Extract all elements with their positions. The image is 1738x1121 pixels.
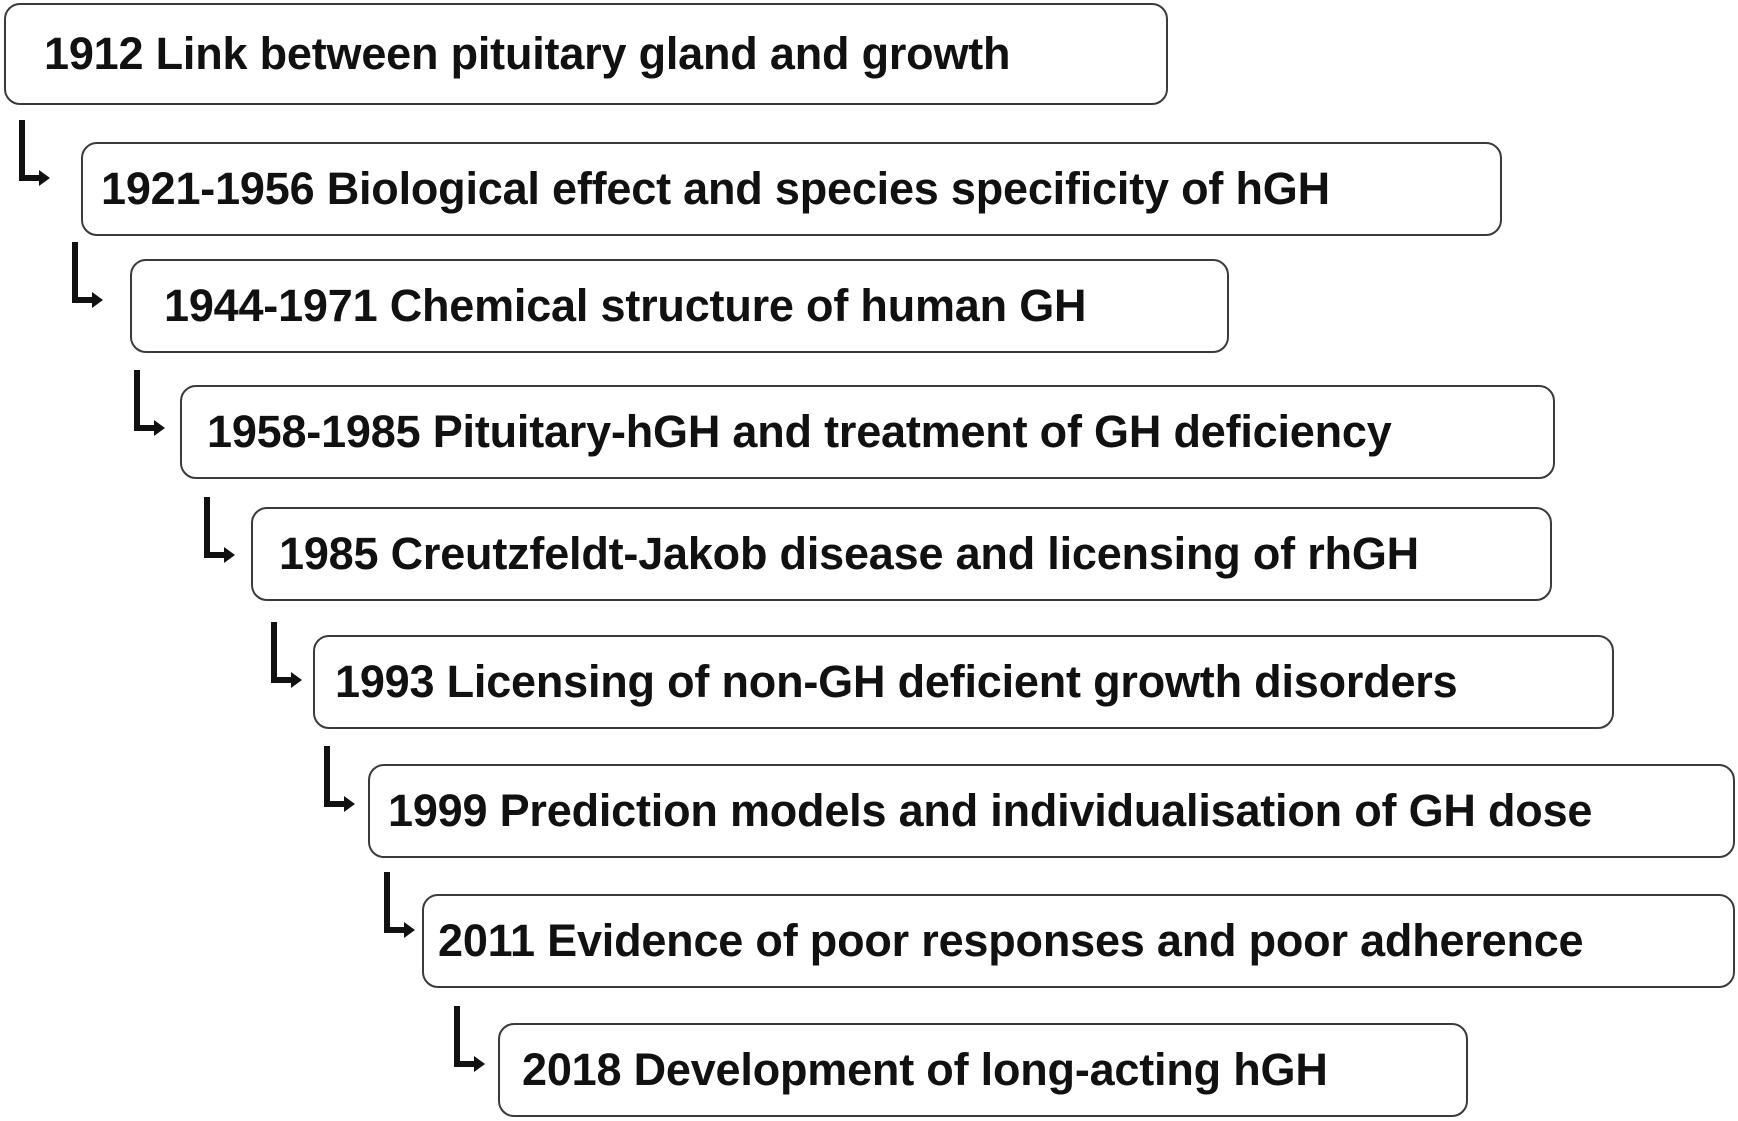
timeline-event-1999: 1999 Prediction models and individualisa…: [368, 764, 1735, 858]
timeline-event-label: 2018 Development of long-acting hGH: [522, 1044, 1328, 1095]
timeline-event-label: 1985 Creutzfeldt-Jakob disease and licen…: [279, 528, 1419, 579]
timeline-event-1985: 1985 Creutzfeldt-Jakob disease and licen…: [251, 507, 1552, 601]
elbow-arrow-icon: [324, 746, 355, 812]
timeline-event-label: 1999 Prediction models and individualisa…: [388, 785, 1593, 836]
elbow-arrow-icon: [72, 242, 103, 308]
timeline-event-label: 1921-1956 Biological effect and species …: [101, 163, 1330, 214]
elbow-arrow-icon: [454, 1006, 485, 1072]
timeline-event-label: 1958-1985 Pituitary-hGH and treatment of…: [207, 406, 1392, 457]
elbow-arrow-icon: [271, 622, 302, 688]
timeline-event-label: 2011 Evidence of poor responses and poor…: [438, 915, 1584, 966]
timeline-event-1944-1971: 1944-1971 Chemical structure of human GH: [130, 259, 1229, 353]
elbow-arrow-icon: [384, 872, 415, 938]
timeline-event-label: 1993 Licensing of non-GH deficient growt…: [335, 656, 1458, 707]
elbow-arrow-icon: [204, 497, 235, 563]
timeline-event-label: 1912 Link between pituitary gland and gr…: [44, 28, 1011, 79]
timeline-event-2018: 2018 Development of long-acting hGH: [498, 1023, 1468, 1117]
elbow-arrow-icon: [19, 120, 50, 186]
timeline-event-2011: 2011 Evidence of poor responses and poor…: [422, 894, 1735, 988]
timeline-event-1993: 1993 Licensing of non-GH deficient growt…: [313, 635, 1614, 729]
timeline-event-label: 1944-1971 Chemical structure of human GH: [164, 280, 1087, 331]
elbow-arrow-icon: [134, 370, 165, 436]
timeline-event-1921-1956: 1921-1956 Biological effect and species …: [81, 142, 1502, 236]
timeline-event-1958-1985: 1958-1985 Pituitary-hGH and treatment of…: [180, 385, 1555, 479]
timeline-event-1912: 1912 Link between pituitary gland and gr…: [4, 3, 1168, 105]
